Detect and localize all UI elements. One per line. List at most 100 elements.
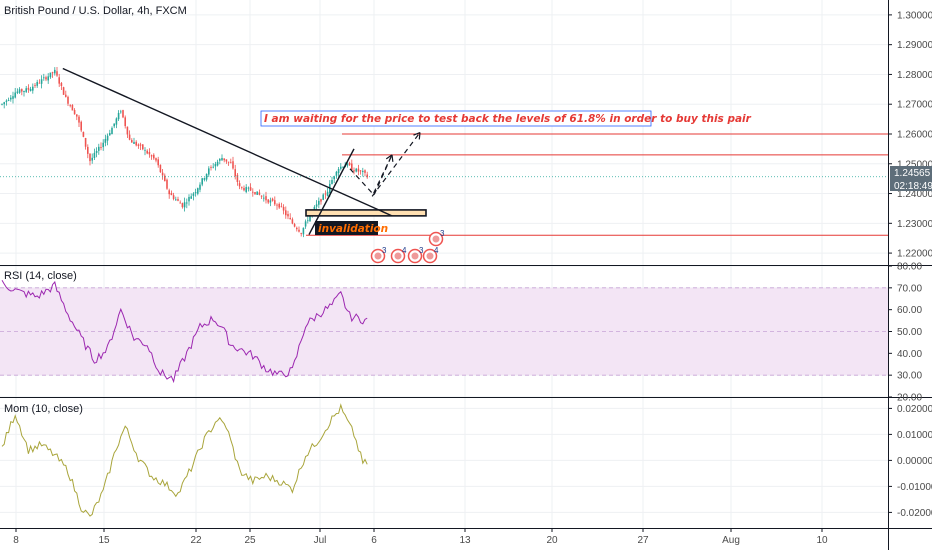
candle-body — [271, 198, 274, 201]
candle-body — [111, 127, 113, 135]
candle-body — [12, 96, 14, 99]
candle-body — [18, 89, 21, 93]
candle-body — [245, 187, 247, 193]
candle-body — [150, 155, 153, 157]
invalidation-label-text: invalidation — [318, 223, 388, 235]
candle-body — [21, 89, 23, 92]
candle-body — [65, 94, 67, 97]
candle-body — [223, 158, 225, 161]
mom-axis[interactable]: 0.02000 0.01000 0.00000 -0.01000 -0.02000 — [888, 404, 932, 519]
arrow-head — [413, 131, 421, 140]
candle-body — [230, 162, 232, 164]
breakout-line[interactable] — [308, 148, 355, 235]
candle-body — [71, 104, 74, 111]
event-count: 4 — [402, 246, 407, 255]
candle-body — [133, 141, 135, 144]
candle-body — [27, 87, 30, 90]
candle-body — [36, 81, 38, 86]
invalidation-label-box[interactable] — [315, 221, 378, 235]
y-tick-label: 70.00 — [897, 283, 922, 294]
candle-body — [3, 102, 5, 105]
candle-body — [322, 194, 324, 200]
candle-body — [155, 158, 157, 161]
event-marker-dot — [394, 252, 402, 260]
candle-body — [32, 86, 34, 91]
candle-body — [87, 146, 89, 154]
y-tick-label: 1.26000 — [897, 129, 932, 140]
candle-body — [168, 190, 170, 195]
candle-body — [260, 195, 263, 197]
candle-body — [188, 196, 190, 202]
annotation-note-box[interactable] — [260, 110, 652, 127]
candle-body — [214, 164, 217, 167]
candle-body — [335, 171, 338, 176]
candle-body — [45, 77, 47, 80]
candle-body — [234, 169, 236, 177]
candle-body — [122, 110, 124, 118]
trendline[interactable] — [62, 67, 393, 217]
y-tick-label: 1.29000 — [897, 40, 932, 51]
candle-body — [197, 188, 199, 194]
rsi-series-line — [1, 280, 368, 384]
candle-body — [82, 131, 85, 137]
candle-body — [315, 204, 318, 207]
candle-body — [161, 172, 164, 176]
candle-body — [84, 137, 87, 147]
candle-body — [258, 192, 261, 195]
candle-body — [366, 174, 368, 178]
candle-body — [43, 77, 45, 79]
candle-body — [199, 184, 201, 190]
y-tick-label: 20.00 — [897, 393, 922, 404]
price-candles — [0, 66, 888, 238]
candle-body — [252, 191, 254, 193]
y-tick-label: -0.01000 — [897, 482, 932, 493]
event-marker-dot — [432, 235, 440, 243]
candle-body — [265, 196, 267, 201]
candle-body — [69, 105, 71, 107]
time-axis[interactable]: 8 15 22 25 Jul 6 13 20 27 Aug 10 — [13, 528, 828, 546]
y-tick-label: 1.28000 — [897, 70, 932, 81]
candle-body — [16, 91, 19, 93]
candle-body — [236, 174, 239, 182]
candle-body — [14, 92, 16, 98]
candle-body — [157, 159, 159, 166]
y-tick-label: 60.00 — [897, 305, 922, 316]
candle-body — [124, 117, 126, 127]
candle-body — [23, 90, 25, 93]
candle-body — [128, 134, 131, 140]
candle-body — [175, 199, 177, 201]
candle-body — [56, 71, 58, 76]
rsi-axis[interactable]: 80.00 70.00 60.00 50.00 40.00 30.00 20.00 — [888, 262, 922, 404]
candle-body — [192, 193, 195, 196]
candle-body — [353, 170, 355, 172]
candle-body — [289, 217, 291, 220]
candle-body — [280, 206, 283, 208]
candle-body — [179, 202, 181, 204]
candle-body — [313, 206, 316, 210]
candle-body — [243, 187, 245, 191]
candle-body — [89, 153, 91, 162]
candle-body — [307, 220, 309, 222]
candle-body — [348, 162, 351, 166]
candle-body — [269, 200, 272, 203]
candle-body — [1, 103, 3, 105]
candle-body — [267, 199, 269, 203]
y-tick-label: 30.00 — [897, 371, 922, 382]
candle-body — [113, 123, 115, 127]
y-tick-label: 50.00 — [897, 327, 922, 338]
x-tick-label: 20 — [546, 535, 558, 546]
demand-zone[interactable] — [305, 209, 427, 217]
y-tick-label: 80.00 — [897, 262, 922, 273]
x-tick-label: 10 — [816, 535, 828, 546]
candle-body — [249, 187, 252, 191]
price-axis[interactable]: 1.30000 1.29000 1.28000 1.27000 1.26000 1.250… — [888, 10, 932, 260]
candle-body — [340, 166, 342, 169]
event-marker-dot — [426, 252, 434, 260]
candle-body — [346, 163, 349, 166]
candle-body — [210, 167, 212, 168]
candle-body — [333, 176, 335, 180]
candle-body — [177, 199, 179, 201]
y-tick-label: 1.30000 — [897, 10, 932, 21]
